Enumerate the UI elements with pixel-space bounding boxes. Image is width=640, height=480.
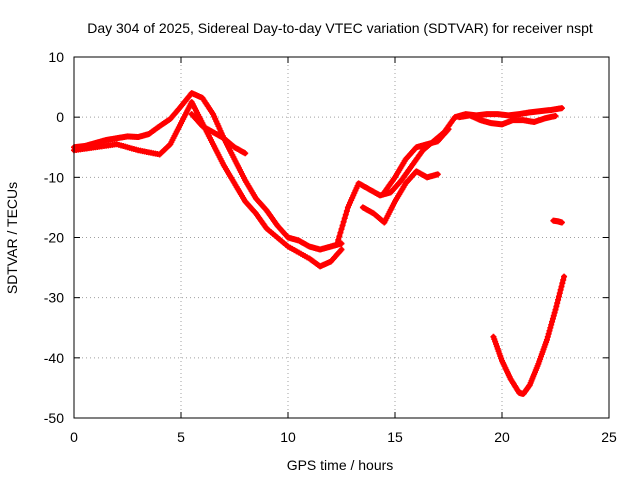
series-track-e — [359, 168, 441, 226]
series-band — [381, 126, 451, 195]
x-tick-label: 20 — [494, 429, 510, 445]
chart-title: Day 304 of 2025, Sidereal Day-to-day VTE… — [87, 20, 593, 36]
series-band — [71, 99, 344, 269]
series-band — [456, 112, 558, 127]
series-track-h — [490, 273, 568, 397]
series-band — [71, 90, 344, 252]
series-band — [334, 105, 565, 246]
series-track-f — [381, 126, 452, 196]
series-track-a — [71, 90, 345, 253]
x-tick-label: 5 — [177, 429, 185, 445]
series-band — [550, 218, 565, 225]
series-band — [189, 111, 248, 156]
y-tick-label: -20 — [44, 230, 64, 246]
series-band — [360, 168, 441, 225]
x-tick-label: 25 — [601, 429, 617, 445]
x-tick-label: 15 — [387, 429, 403, 445]
x-axis-label: GPS time / hours — [287, 457, 394, 473]
x-tick-label: 0 — [70, 429, 78, 445]
x-axis-ticks: 0 5 10 15 20 25 — [70, 57, 617, 445]
y-tick-label: -40 — [44, 350, 64, 366]
y-tick-label: -50 — [44, 410, 64, 426]
series-band — [490, 274, 567, 397]
y-axis-ticks: 10 0 -10 -20 -30 -40 -50 — [44, 49, 609, 426]
series-track-d — [334, 105, 565, 247]
y-tick-label: 10 — [48, 49, 64, 65]
point-markers — [490, 273, 568, 397]
data-points — [71, 90, 568, 397]
point-markers — [71, 90, 345, 253]
y-axis-label: SDTVAR / TECUs — [4, 182, 20, 294]
series-track-c — [188, 111, 249, 157]
x-tick-label: 10 — [280, 429, 296, 445]
y-tick-label: -30 — [44, 290, 64, 306]
series-track-i — [550, 217, 565, 226]
y-tick-label: -10 — [44, 169, 64, 185]
y-tick-label: 0 — [56, 109, 64, 125]
series-track-g — [456, 112, 559, 128]
